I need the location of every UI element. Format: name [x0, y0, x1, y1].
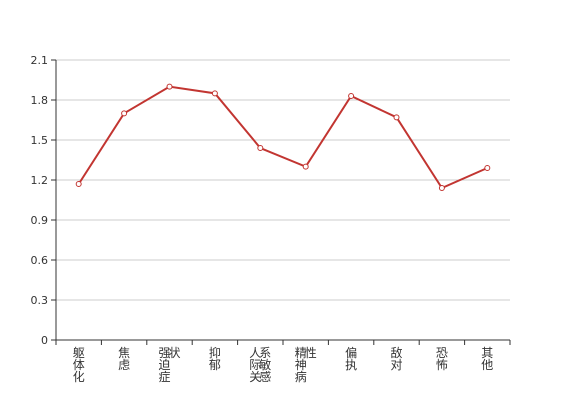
y-tick-label: 1.2: [31, 174, 49, 187]
y-tick-label: 1.8: [31, 94, 49, 107]
x-tick-label: 抑郁: [209, 345, 221, 372]
y-tick-label: 2.1: [31, 54, 49, 67]
data-point[interactable]: [121, 110, 128, 117]
data-point[interactable]: [484, 165, 491, 171]
y-tick-label: 0.6: [31, 254, 49, 267]
data-point[interactable]: [348, 93, 355, 99]
x-tick-label: 其他: [481, 346, 493, 372]
x-tick-label: 恐怖: [436, 346, 448, 372]
series-line: [77, 85, 488, 190]
y-tick-label: 0: [41, 334, 48, 347]
axes: [51, 59, 511, 345]
series: [75, 83, 491, 191]
y-axis-tick-labels: 0 0.3 0.6 0.9 1.2 1.5 1.8 2.1: [31, 54, 49, 347]
data-point[interactable]: [302, 163, 309, 170]
x-tick-label: 焦虑: [118, 346, 130, 372]
y-tick-label: 0.3: [31, 294, 49, 307]
grid-lines: [56, 59, 510, 301]
y-tick-label: 0.9: [31, 214, 49, 227]
x-tick-label: 躯体化: [73, 345, 85, 384]
x-tick-label: 精神病性: [295, 346, 317, 384]
x-axis-tick-labels: 躯体化 焦虑 强迫症状 抑郁 人际关系敏感 精神病性 偏执 敌对 恐怖 其他: [73, 345, 494, 384]
data-point[interactable]: [438, 185, 445, 191]
x-tick-label: 偏执: [345, 345, 357, 372]
data-point[interactable]: [166, 83, 173, 90]
x-tick-label: 人际关系敏感: [249, 346, 271, 384]
x-tick-label: 敌对: [390, 345, 402, 372]
data-point[interactable]: [393, 114, 400, 121]
data-point[interactable]: [257, 145, 264, 151]
data-point[interactable]: [211, 90, 218, 97]
y-tick-label: 1.5: [31, 134, 49, 147]
data-point[interactable]: [75, 181, 82, 187]
x-tick-label: 强迫症状: [158, 346, 180, 384]
